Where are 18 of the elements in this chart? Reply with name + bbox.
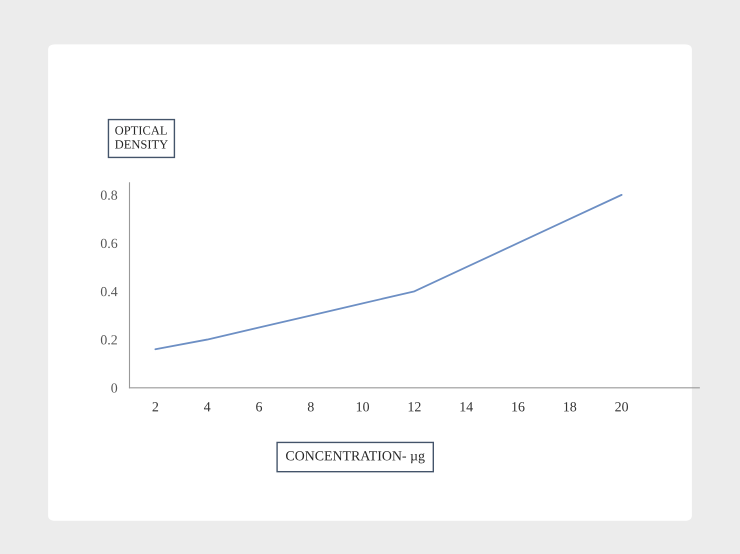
x-tick-label: 12 bbox=[408, 402, 421, 412]
x-tick-label: 4 bbox=[204, 402, 210, 412]
x-tick-label: 6 bbox=[256, 402, 262, 412]
x-tick-label: 14 bbox=[460, 402, 473, 412]
y-tick-label: 0 bbox=[111, 383, 118, 393]
y-tick-label: 0.4 bbox=[100, 286, 118, 296]
y-tick-label: 0.8 bbox=[100, 190, 118, 200]
x-tick-label: 18 bbox=[564, 402, 576, 412]
y-tick-label: 0.6 bbox=[100, 238, 118, 248]
line-series bbox=[154, 194, 623, 350]
x-tick-label: 20 bbox=[615, 402, 628, 412]
x-tick-label: 8 bbox=[308, 402, 314, 412]
x-tick-label: 16 bbox=[512, 402, 525, 412]
y-tick-label: 0.2 bbox=[100, 335, 117, 345]
x-tick-label: 10 bbox=[356, 402, 370, 412]
y-axis-title: OPTICAL DENSITY bbox=[115, 126, 168, 149]
x-axis-title: CONCENTRATION- µg bbox=[286, 451, 425, 464]
x-tick-label: 2 bbox=[152, 402, 158, 412]
